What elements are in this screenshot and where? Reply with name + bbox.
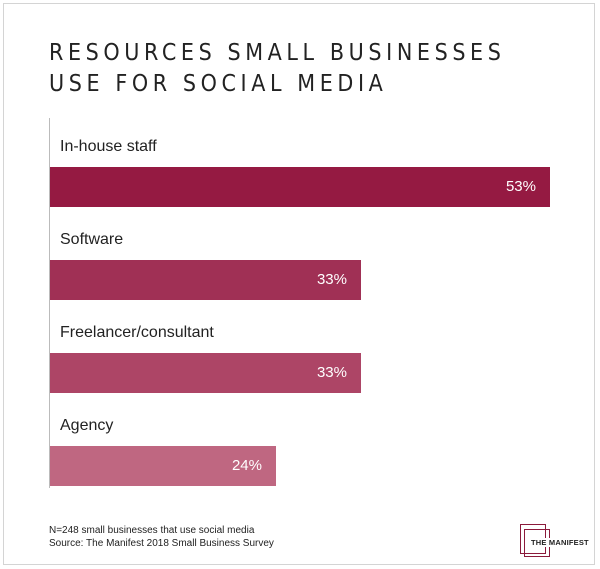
category-label: Freelancer/consultant xyxy=(60,324,214,341)
bar-value-label: 53% xyxy=(505,178,536,195)
the-manifest-logo: THE MANIFEST xyxy=(518,524,590,558)
bar: 33% xyxy=(50,260,361,300)
bar: 33% xyxy=(50,353,361,393)
category-label: Software xyxy=(60,231,124,248)
category-label: In-house staff xyxy=(60,138,157,155)
bar-value-label: 33% xyxy=(316,271,347,288)
bar-value-label: 24% xyxy=(231,457,262,474)
footnote: N=248 small businesses that use social m… xyxy=(49,524,274,550)
source-note: Source: The Manifest 2018 Small Business… xyxy=(49,538,274,549)
bar-value-label: 33% xyxy=(316,364,347,381)
chart-title: RESOURCES SMALL BUSINESSES USE FOR SOCIA… xyxy=(49,40,506,97)
bar: 24% xyxy=(50,446,276,486)
bar: 53% xyxy=(50,167,550,207)
sample-size-note: N=248 small businesses that use social m… xyxy=(49,525,255,536)
logo-text: THE MANIFEST xyxy=(530,538,590,547)
category-label: Agency xyxy=(60,417,114,434)
category-axis-line xyxy=(49,118,50,488)
